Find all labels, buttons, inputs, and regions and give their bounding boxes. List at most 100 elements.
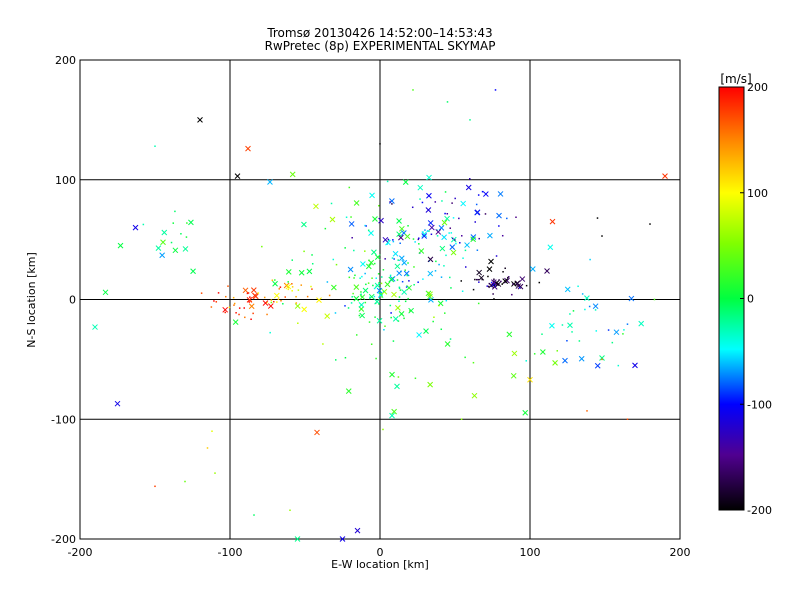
data-point-dot	[369, 296, 371, 299]
data-point-x	[389, 371, 395, 378]
data-point-x	[476, 269, 482, 276]
data-point-dot	[436, 235, 439, 237]
data-point-dot	[184, 480, 186, 483]
data-point-x	[427, 381, 434, 388]
data-point-x	[394, 305, 401, 311]
data-point-dot	[379, 143, 381, 145]
data-point-dot	[377, 273, 380, 275]
data-point-dot	[322, 343, 324, 345]
data-point-dot	[601, 235, 603, 237]
data-point-dot	[511, 293, 513, 296]
data-point-x	[417, 184, 424, 191]
data-point-dot	[364, 224, 366, 227]
data-point-x	[114, 400, 121, 407]
data-point-x	[401, 289, 408, 295]
data-point-dot	[411, 206, 414, 209]
data-point-dot	[458, 217, 460, 220]
data-point-dot	[261, 245, 263, 248]
data-point-dot	[238, 307, 241, 309]
data-point-dot	[344, 247, 346, 249]
colorbar-tick-label: 0	[747, 293, 754, 306]
data-point-x	[638, 320, 645, 327]
data-point-dot	[228, 306, 231, 309]
data-point-dot	[287, 288, 290, 291]
data-point-dot	[289, 509, 291, 512]
data-point-dot	[581, 293, 584, 295]
data-point-x	[441, 219, 448, 226]
data-point-x	[117, 242, 124, 249]
data-point-dot	[384, 258, 386, 260]
data-point-dot	[326, 281, 329, 283]
data-point-dot	[502, 271, 504, 273]
data-point-x	[438, 224, 445, 231]
data-point-dot	[361, 275, 363, 278]
data-point-dot	[498, 225, 500, 227]
data-point-dot	[303, 250, 305, 253]
data-point-dot	[596, 217, 599, 219]
data-point-x	[418, 248, 425, 254]
data-point-x	[474, 209, 481, 216]
data-point-dot	[451, 202, 453, 204]
data-point-x	[372, 216, 378, 222]
data-point-dot	[398, 300, 400, 303]
data-point-x	[549, 322, 555, 329]
data-point-dot	[252, 312, 254, 315]
data-point-x	[381, 288, 388, 295]
data-point-x	[347, 266, 354, 273]
data-point-dot	[355, 334, 358, 336]
data-point-dot	[347, 307, 350, 309]
data-point-dot	[154, 485, 156, 488]
data-point-dot	[569, 313, 571, 315]
data-point-dot	[291, 283, 293, 285]
data-point-dot	[311, 262, 314, 265]
data-point-x	[172, 247, 179, 254]
data-point-x	[416, 332, 422, 338]
data-point-x	[527, 376, 533, 383]
data-point-dot	[214, 472, 216, 474]
data-point-x	[188, 219, 194, 226]
data-point-x	[92, 324, 98, 330]
data-point-dot	[217, 292, 220, 294]
data-point-dot	[311, 254, 313, 256]
data-point-dot	[324, 227, 327, 230]
data-point-x	[403, 270, 410, 277]
data-point-x	[197, 117, 203, 123]
data-point-x	[425, 207, 432, 213]
data-point-dot	[413, 283, 415, 286]
data-point-dot	[276, 301, 278, 303]
x-tick-label: 200	[670, 546, 691, 559]
data-point-dot	[200, 292, 203, 294]
data-point-x	[444, 215, 450, 222]
data-point-x	[262, 300, 269, 306]
data-point-dot	[250, 318, 252, 321]
data-point-dot	[418, 243, 420, 245]
data-point-dot	[215, 301, 218, 303]
data-point-dot	[481, 190, 484, 193]
data-point-dot	[384, 325, 386, 327]
data-point-x	[234, 173, 241, 180]
data-point-dot	[460, 280, 463, 282]
data-point-x	[426, 192, 432, 199]
data-point-x	[396, 231, 402, 238]
data-point-dot	[589, 258, 591, 261]
data-point-dot	[405, 286, 408, 288]
data-point-x	[376, 287, 383, 294]
data-point-x	[562, 357, 568, 364]
data-point-dot	[263, 296, 266, 299]
data-point-x	[368, 230, 374, 236]
colorbar-title: [m/s]	[720, 72, 751, 86]
data-point-dot	[352, 292, 354, 295]
data-point-x	[396, 270, 403, 277]
data-point-dot	[224, 311, 227, 314]
data-point-dot	[486, 285, 488, 287]
data-point-dot	[506, 217, 508, 220]
chart-subtitle: RwPretec (8p) EXPERIMENTAL SKYMAP	[265, 39, 496, 53]
data-point-dot	[213, 300, 215, 302]
data-point-x	[552, 359, 558, 366]
data-point-x	[329, 216, 336, 223]
data-point-x	[398, 234, 404, 241]
data-point-dot	[412, 238, 415, 240]
data-point-x	[396, 218, 402, 224]
data-point-x	[273, 292, 280, 299]
data-point-dot	[433, 316, 435, 319]
